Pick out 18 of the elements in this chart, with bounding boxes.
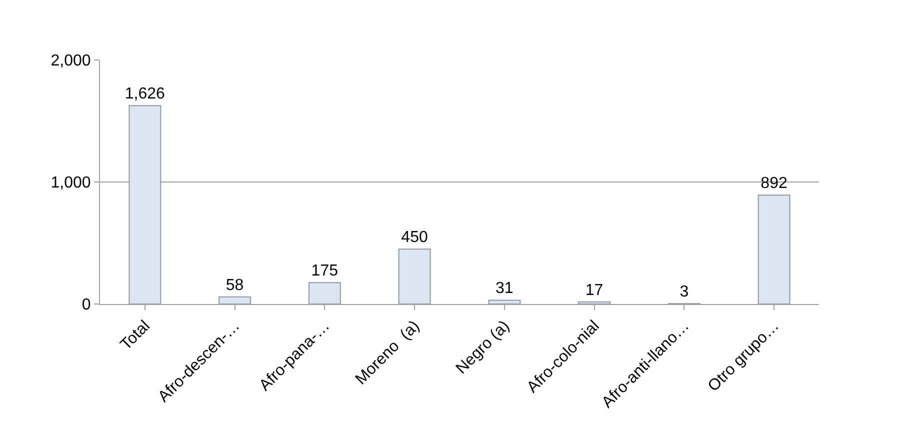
data-label: 175: [311, 262, 338, 280]
bar: [578, 301, 611, 304]
data-label: 17: [585, 282, 604, 299]
data-label: 892: [760, 175, 788, 192]
data-label: 450: [401, 229, 428, 246]
data-label: 3: [680, 284, 689, 301]
bar: [398, 248, 431, 304]
y-tick-label: 0: [82, 296, 91, 314]
y-tick-label: 2,000: [50, 52, 91, 70]
data-label: 58: [226, 276, 244, 294]
data-label: 31: [495, 280, 514, 298]
data-label: 1,626: [124, 86, 166, 103]
bar: [488, 300, 521, 304]
y-tick-label: 1,000: [50, 174, 91, 192]
bar: [758, 194, 790, 304]
bar: [308, 282, 341, 304]
bar: [128, 105, 162, 304]
bar: [218, 296, 252, 304]
